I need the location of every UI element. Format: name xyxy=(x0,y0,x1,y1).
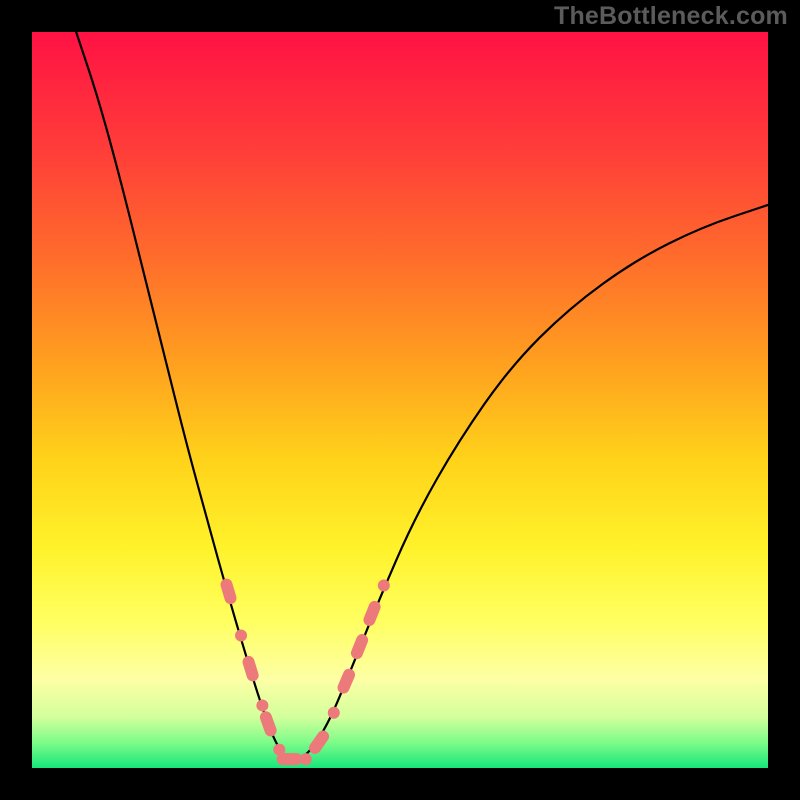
bottleneck-chart xyxy=(0,0,800,800)
marker-dot xyxy=(235,630,247,642)
marker-capsule xyxy=(277,753,303,765)
marker-dot xyxy=(328,707,340,719)
watermark-text: TheBottleneck.com xyxy=(554,2,788,31)
marker-dot xyxy=(378,579,390,591)
gradient-background xyxy=(32,32,768,768)
outer-frame: TheBottleneck.com xyxy=(0,0,800,800)
marker-dot xyxy=(300,753,312,765)
marker-dot xyxy=(256,699,268,711)
